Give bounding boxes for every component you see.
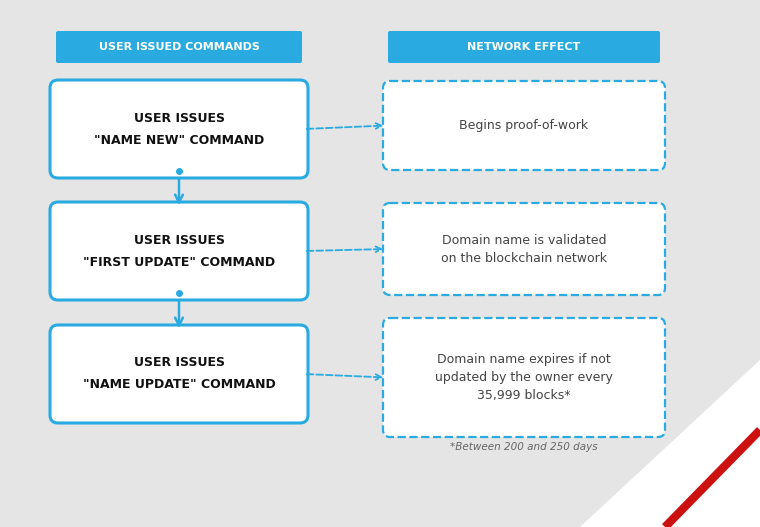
Text: "NAME NEW" COMMAND: "NAME NEW" COMMAND: [94, 133, 264, 147]
FancyBboxPatch shape: [56, 31, 302, 63]
FancyBboxPatch shape: [50, 80, 308, 178]
FancyBboxPatch shape: [383, 81, 665, 170]
Text: *Between 200 and 250 days: *Between 200 and 250 days: [450, 442, 598, 452]
Text: "NAME UPDATE" COMMAND: "NAME UPDATE" COMMAND: [83, 378, 275, 392]
Text: USER ISSUES: USER ISSUES: [134, 356, 224, 369]
FancyBboxPatch shape: [388, 31, 660, 63]
Text: Domain name is validated
on the blockchain network: Domain name is validated on the blockcha…: [441, 233, 607, 265]
FancyBboxPatch shape: [50, 202, 308, 300]
Text: Begins proof-of-work: Begins proof-of-work: [460, 119, 588, 132]
Polygon shape: [580, 360, 760, 527]
FancyBboxPatch shape: [383, 318, 665, 437]
Text: USER ISSUES: USER ISSUES: [134, 112, 224, 124]
Text: "FIRST UPDATE" COMMAND: "FIRST UPDATE" COMMAND: [83, 256, 275, 268]
FancyBboxPatch shape: [383, 203, 665, 295]
FancyBboxPatch shape: [50, 325, 308, 423]
Text: USER ISSUES: USER ISSUES: [134, 233, 224, 247]
Text: NETWORK EFFECT: NETWORK EFFECT: [467, 42, 581, 52]
Text: USER ISSUED COMMANDS: USER ISSUED COMMANDS: [99, 42, 259, 52]
Text: Domain name expires if not
updated by the owner every
35,999 blocks*: Domain name expires if not updated by th…: [435, 353, 613, 402]
